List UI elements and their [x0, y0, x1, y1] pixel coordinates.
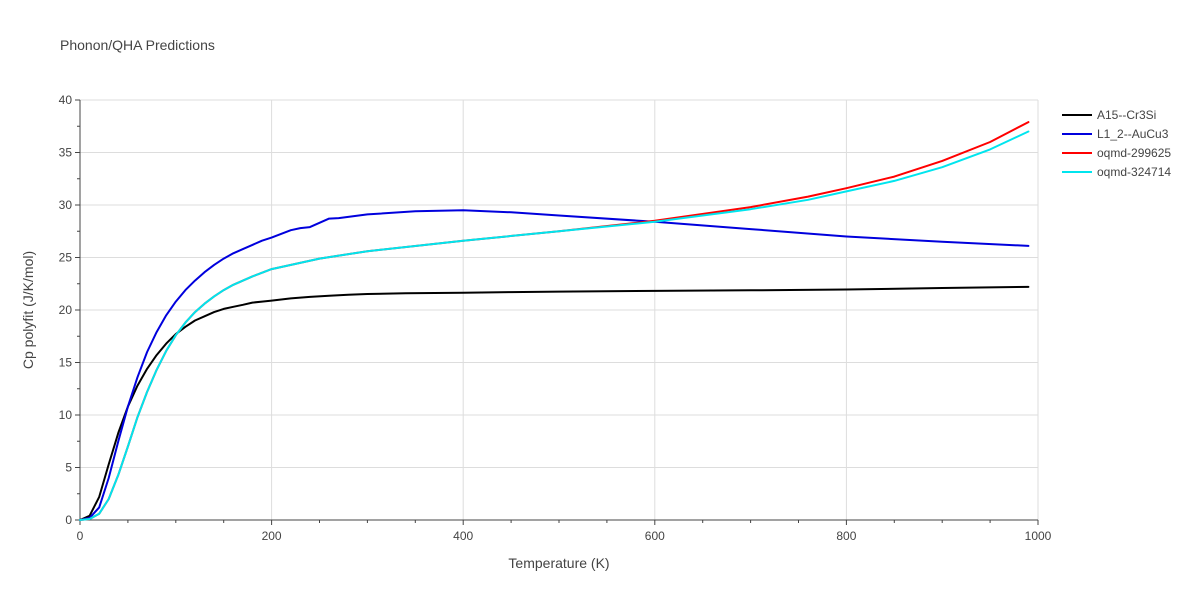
series-line-L1_2--AuCu3[interactable] — [79, 209, 1030, 521]
x-axis-title: Temperature (K) — [508, 555, 609, 571]
legend-item[interactable]: oqmd-324714 — [1062, 165, 1171, 179]
y-tick-label: 5 — [65, 461, 72, 475]
series — [79, 121, 1030, 521]
legend-item[interactable]: oqmd-299625 — [1062, 146, 1171, 160]
legend-item[interactable]: A15--Cr3Si — [1062, 108, 1156, 122]
y-tick-label: 35 — [59, 146, 73, 160]
series-line-A15--Cr3Si[interactable] — [79, 285, 1030, 521]
legend-label: L1_2--AuCu3 — [1097, 127, 1169, 141]
y-tick-label: 30 — [59, 198, 73, 212]
x-tick-label: 600 — [645, 529, 665, 543]
series-line-oqmd-324714[interactable] — [79, 130, 1030, 521]
chart-title: Phonon/QHA Predictions — [60, 37, 215, 53]
x-tick-label: 0 — [77, 529, 84, 543]
x-tick-label: 200 — [262, 529, 282, 543]
y-tick-label: 25 — [59, 251, 73, 265]
x-tick-label: 400 — [453, 529, 473, 543]
y-tick-label: 20 — [59, 303, 73, 317]
legend-label: oqmd-299625 — [1097, 146, 1171, 160]
tick-labels: 0 200 400 600 800 1000 0 5 10 15 20 25 30 35 40 — [59, 93, 1052, 543]
y-tick-label: 40 — [59, 93, 73, 107]
y-axis-title: Cp polyfit (J/K/mol) — [20, 251, 36, 369]
y-tick-label: 10 — [59, 408, 73, 422]
legend[interactable]: A15--Cr3Si L1_2--AuCu3 oqmd-299625 oqmd-324… — [1062, 108, 1171, 179]
legend-label: oqmd-324714 — [1097, 165, 1171, 179]
x-tick-label: 800 — [836, 529, 856, 543]
y-tick-label: 0 — [65, 513, 72, 527]
y-tick-label: 15 — [59, 356, 73, 370]
legend-item[interactable]: L1_2--AuCu3 — [1062, 127, 1169, 141]
legend-label: A15--Cr3Si — [1097, 108, 1156, 122]
grid — [80, 99, 1039, 520]
x-tick-label: 1000 — [1025, 529, 1052, 543]
